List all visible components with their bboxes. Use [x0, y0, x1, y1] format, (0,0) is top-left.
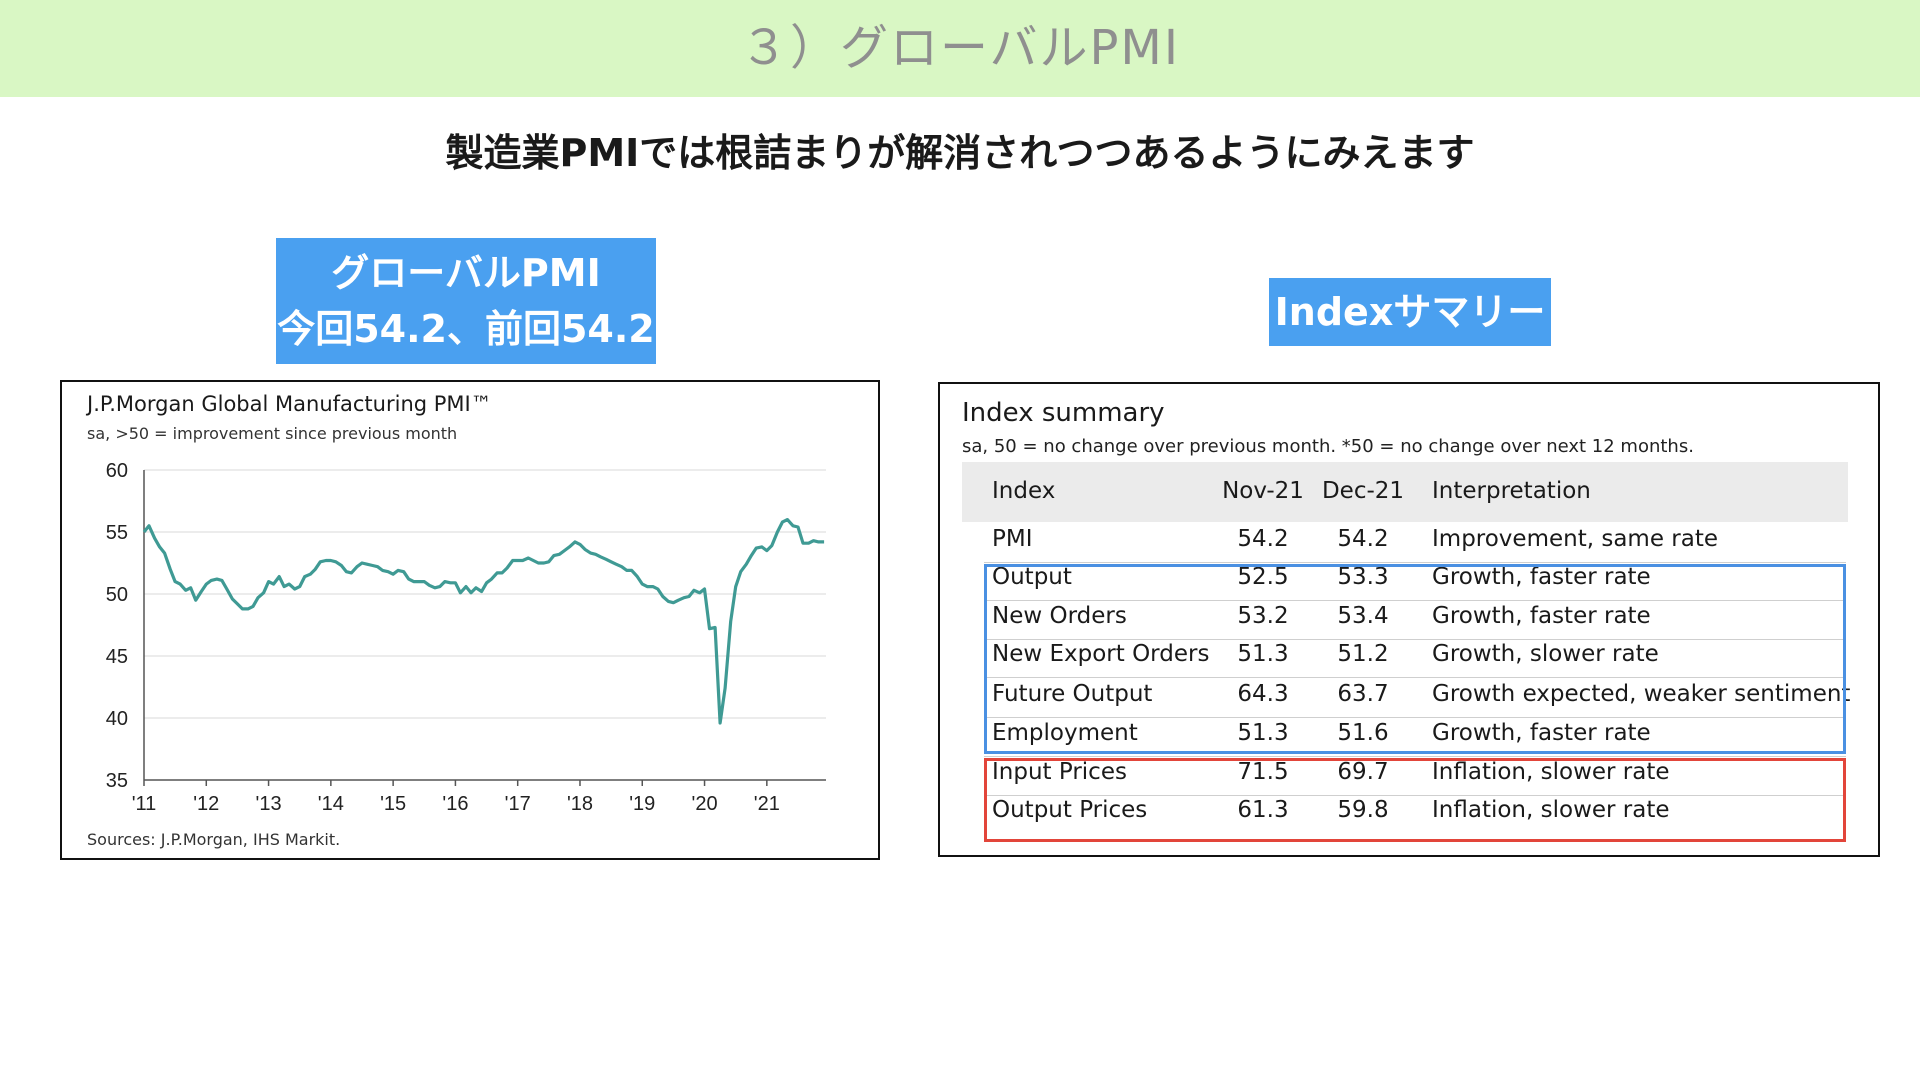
summary-title: Index summary — [962, 398, 1165, 428]
summary-row-value: 53.2 — [1237, 603, 1289, 629]
chart-subtitle: sa, >50 = improvement since previous mon… — [87, 424, 458, 443]
summary-row-divider — [984, 562, 1846, 563]
global-pmi-label-line2: 今回54.2、前回54.2 — [277, 307, 655, 351]
summary-row-index: Input Prices — [992, 759, 1127, 785]
summary-row-interpretation: Growth expected, weaker sentiment — [1432, 681, 1851, 707]
x-tick-label: '12 — [193, 793, 219, 815]
x-tick-label: '20 — [692, 793, 718, 815]
inflation-highlight-box — [984, 758, 1846, 842]
summary-row-value: 53.4 — [1337, 603, 1389, 629]
global-pmi-label-line1: グローバルPMI — [331, 251, 601, 295]
summary-row-interpretation: Growth, faster rate — [1432, 603, 1651, 629]
index-summary-panel: Index summary sa, 50 = no change over pr… — [938, 382, 1880, 857]
summary-row-interpretation: Inflation, slower rate — [1432, 759, 1670, 785]
summary-row-index: PMI — [992, 526, 1033, 552]
summary-row-interpretation: Inflation, slower rate — [1432, 797, 1670, 823]
x-tick-label: '16 — [442, 793, 468, 815]
summary-column-header: Dec-21 — [1321, 478, 1405, 504]
summary-header-row — [962, 462, 1848, 522]
summary-row-value: 54.2 — [1337, 526, 1389, 552]
summary-subtitle: sa, 50 = no change over previous month. … — [962, 436, 1694, 457]
summary-row-divider — [984, 717, 1846, 718]
summary-row-value: 51.3 — [1237, 720, 1289, 746]
summary-row-value: 51.2 — [1337, 641, 1389, 667]
chart-source: Sources: J.P.Morgan, IHS Markit. — [87, 830, 341, 849]
summary-row-value: 64.3 — [1237, 681, 1289, 707]
growth-highlight-box — [984, 564, 1846, 754]
y-tick-label: 45 — [106, 646, 128, 668]
summary-row-index: New Export Orders — [992, 641, 1210, 667]
x-tick-label: '15 — [380, 793, 406, 815]
summary-row-interpretation: Growth, faster rate — [1432, 564, 1651, 590]
summary-column-header: Interpretation — [1432, 478, 1591, 504]
pmi-line-chart: 60 55 50 45 40 35'11 '12 '13 '14 '15 '16 '17 '18 '19 '… — [106, 460, 826, 815]
x-tick-label: '21 — [754, 793, 780, 815]
summary-row-value: 61.3 — [1237, 797, 1289, 823]
y-tick-label: 60 — [106, 460, 128, 482]
summary-row-value: 53.3 — [1337, 564, 1389, 590]
summary-column-header: Nov-21 — [1222, 478, 1304, 504]
summary-row-value: 69.7 — [1337, 759, 1389, 785]
summary-row-value: 59.8 — [1337, 797, 1389, 823]
summary-row-interpretation: Growth, faster rate — [1432, 720, 1651, 746]
x-tick-label: '11 — [132, 793, 157, 815]
y-tick-label: 35 — [106, 770, 128, 792]
pmi-series-line — [142, 518, 825, 725]
summary-row-interpretation: Growth, slower rate — [1432, 641, 1659, 667]
summary-row-index: Future Output — [992, 681, 1153, 707]
slide-title: ３）グローバルPMI — [739, 20, 1181, 76]
summary-row-index: Employment — [992, 720, 1138, 746]
header-band: ３）グローバルPMI — [0, 0, 1920, 97]
summary-row-divider — [984, 756, 1846, 757]
summary-row-value: 71.5 — [1237, 759, 1289, 785]
y-tick-label: 55 — [106, 522, 128, 544]
y-tick-label: 50 — [106, 584, 128, 606]
global-pmi-label: グローバルPMI 今回54.2、前回54.2 — [276, 238, 656, 364]
summary-row-value: 63.7 — [1337, 681, 1389, 707]
y-tick-label: 40 — [106, 708, 128, 730]
summary-row-value: 51.3 — [1237, 641, 1289, 667]
summary-row-interpretation: Improvement, same rate — [1432, 526, 1719, 552]
summary-row-index: New Orders — [992, 603, 1127, 629]
pmi-chart-panel: J.P.Morgan Global Manufacturing PMI™ sa,… — [60, 380, 880, 860]
chart-title: J.P.Morgan Global Manufacturing PMI™ — [87, 392, 492, 416]
x-tick-label: '18 — [567, 793, 593, 815]
x-tick-label: '13 — [256, 793, 282, 815]
x-tick-label: '14 — [318, 793, 344, 815]
summary-row-divider — [984, 677, 1846, 678]
slide-subtitle: 製造業PMIでは根詰まりが解消されつつあるようにみえます — [445, 131, 1475, 175]
summary-row-value: 51.6 — [1337, 720, 1389, 746]
summary-row-index: Output Prices — [992, 797, 1148, 823]
summary-row-index: Output — [992, 564, 1072, 590]
index-summary-label: Indexサマリー — [1269, 278, 1551, 346]
x-tick-label: '17 — [505, 793, 531, 815]
summary-row-divider — [984, 795, 1846, 796]
summary-row-value: 54.2 — [1237, 526, 1289, 552]
summary-row-value: 52.5 — [1237, 564, 1289, 590]
x-tick-label: '19 — [629, 793, 655, 815]
summary-row-divider — [984, 639, 1846, 640]
summary-row-divider — [984, 600, 1846, 601]
summary-column-header: Index — [992, 478, 1056, 504]
